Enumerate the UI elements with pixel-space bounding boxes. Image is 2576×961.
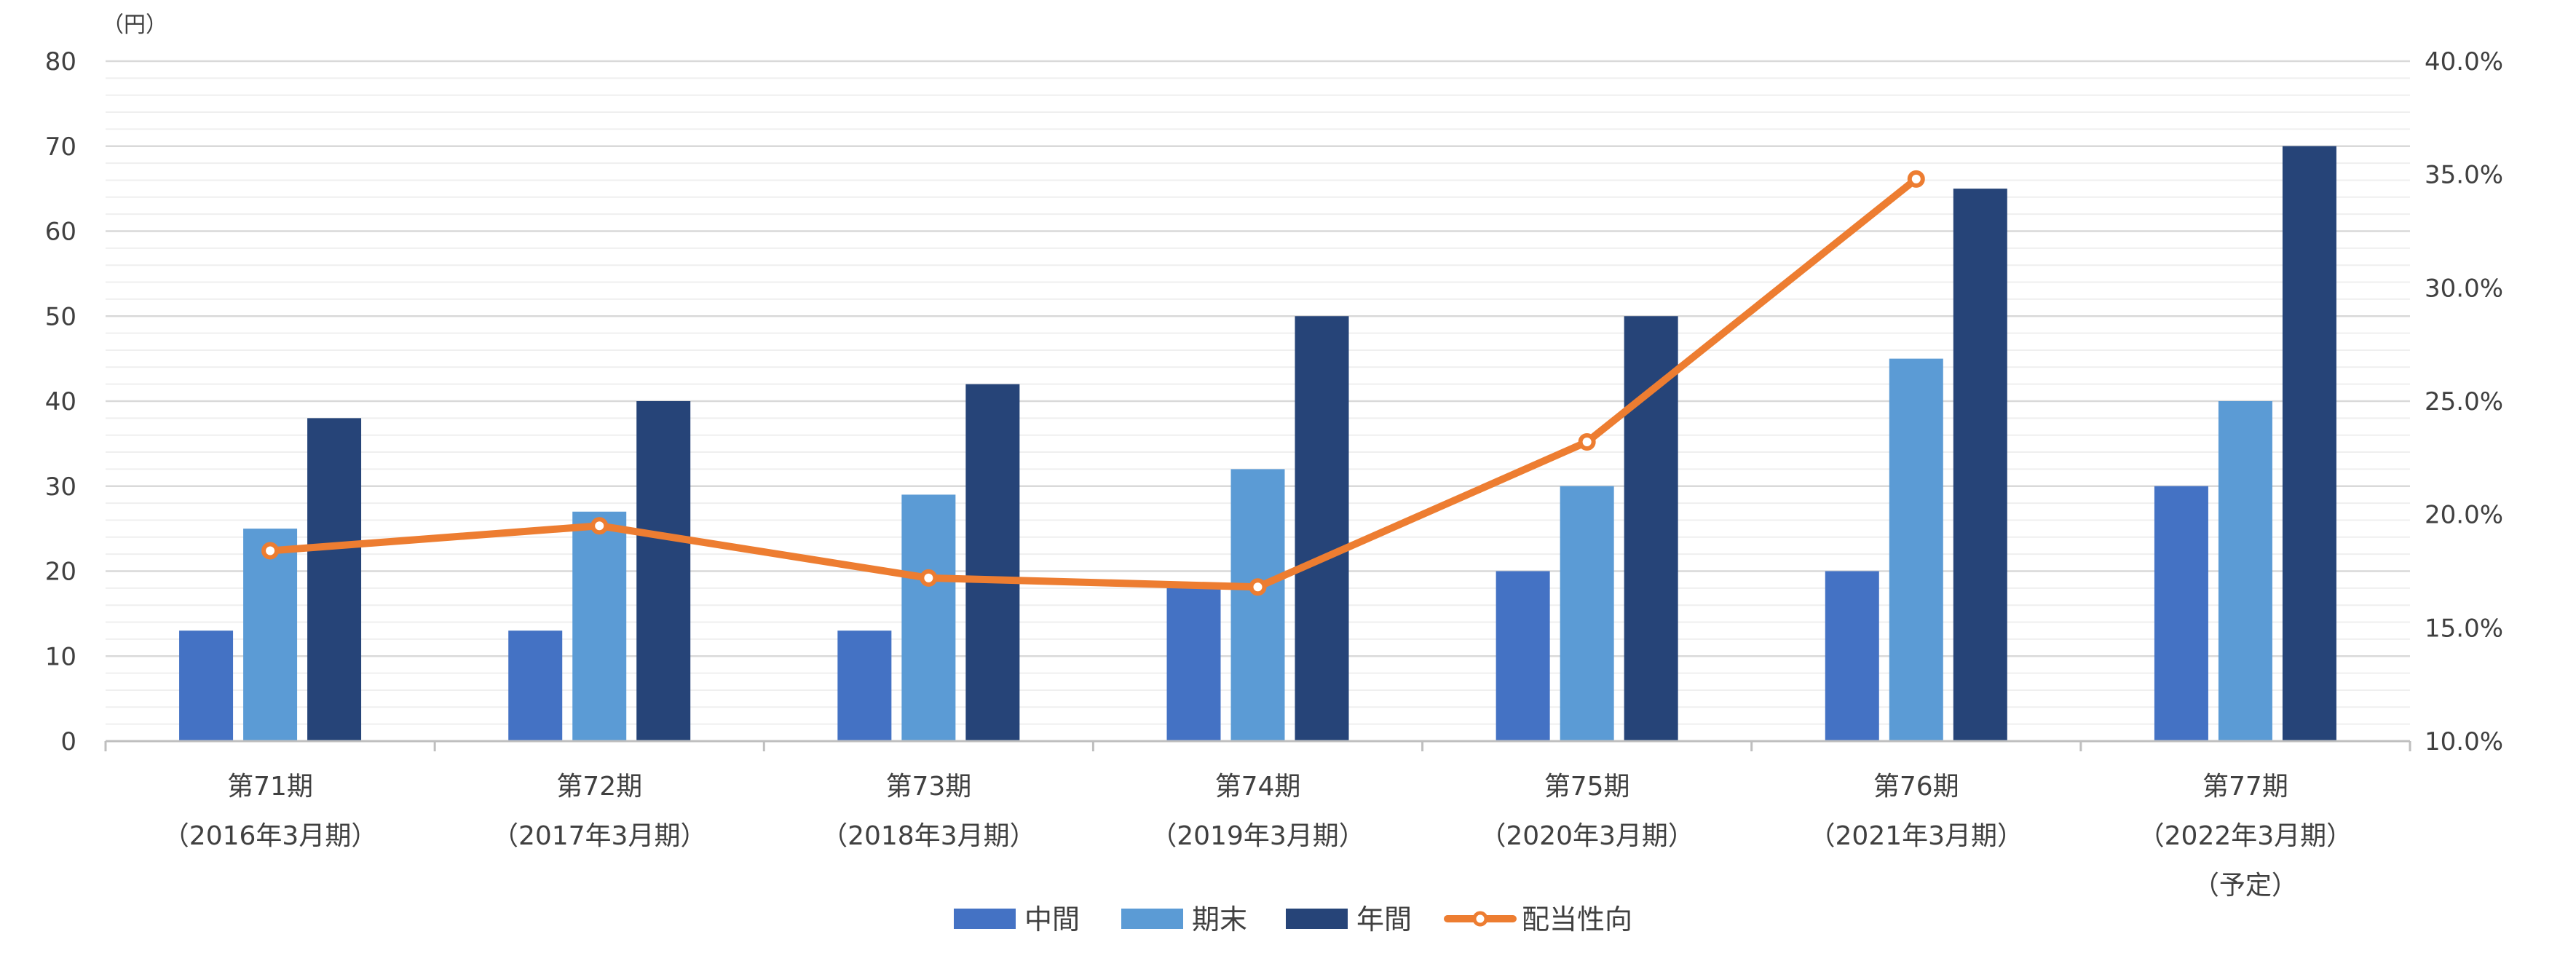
bar-年間-3 xyxy=(1295,316,1349,741)
bar-中間-6 xyxy=(2154,486,2208,741)
y-left-tick-label: 70 xyxy=(45,133,76,162)
bar-年間-0 xyxy=(307,418,362,741)
payout-ratio-line xyxy=(261,170,1925,596)
y-left-tick-label: 40 xyxy=(45,387,76,416)
y-left-tick-label: 20 xyxy=(45,558,76,587)
y-left-tick-label: 10 xyxy=(45,642,76,671)
x-category-label: 第74期 xyxy=(1215,772,1301,802)
line-point-0 xyxy=(261,542,280,560)
bar-中間-3 xyxy=(1166,588,1221,741)
x-category-label: （2016年3月期） xyxy=(163,821,378,851)
line-point-5 xyxy=(1907,170,1925,188)
y-right-tick-label: 35.0% xyxy=(2425,161,2503,190)
x-category-label: （2021年3月期） xyxy=(1809,821,2024,851)
y-right-tick-label: 30.0% xyxy=(2425,274,2503,303)
y-left-tick-label: 0 xyxy=(60,727,76,756)
bar-期末-6 xyxy=(2218,401,2272,741)
line-point-1 xyxy=(590,517,609,535)
bar-年間-2 xyxy=(965,384,1020,741)
bar-期末-4 xyxy=(1560,486,1614,741)
legend-label-中間: 中間 xyxy=(1024,903,1080,936)
bar-中間-2 xyxy=(837,630,892,741)
y-right-tick-label: 10.0% xyxy=(2425,727,2503,756)
legend: 中間 期末 年間 配当性向 xyxy=(954,903,1632,936)
x-category-label: 第72期 xyxy=(556,772,642,802)
line-point-3 xyxy=(1249,578,1267,596)
bar-期末-3 xyxy=(1230,469,1285,741)
x-category-label: （予定） xyxy=(2193,871,2298,901)
bar-中間-5 xyxy=(1825,571,1879,741)
bar-年間-5 xyxy=(1953,189,2007,741)
x-category-label: 第77期 xyxy=(2202,772,2288,802)
legend-swatch-期末 xyxy=(1121,909,1183,929)
bar-年間-6 xyxy=(2282,146,2336,741)
bar-期末-5 xyxy=(1889,358,1943,741)
axes xyxy=(104,740,2411,751)
bar-中間-4 xyxy=(1496,571,1550,741)
x-category-label: （2020年3月期） xyxy=(1479,821,1694,851)
y-left-tick-label: 50 xyxy=(45,302,76,331)
bar-期末-1 xyxy=(572,511,627,741)
y-right-tick-label: 20.0% xyxy=(2425,501,2503,530)
legend-label-配当性向: 配当性向 xyxy=(1522,903,1632,936)
bar-中間-0 xyxy=(179,630,234,741)
y-left-tick-label: 30 xyxy=(45,472,76,502)
x-category-label: （2017年3月期） xyxy=(492,821,707,851)
y-right-tick-label: 15.0% xyxy=(2425,614,2503,643)
y-left-tick-label: 60 xyxy=(45,218,76,247)
axis-labels: 0 10 20 30 40 50 60 70 80 10.0% 15.0% 20.0% 25.0% 30.… xyxy=(45,12,2503,901)
legend-swatch-中間 xyxy=(954,909,1016,929)
legend-line-marker xyxy=(1472,911,1488,927)
x-category-label: 第75期 xyxy=(1544,772,1630,802)
bar-series xyxy=(179,146,2336,741)
x-category-label: （2022年3月期） xyxy=(2138,821,2353,851)
x-category-label: （2018年3月期） xyxy=(821,821,1036,851)
y-right-tick-label: 25.0% xyxy=(2425,387,2503,416)
y-right-tick-label: 40.0% xyxy=(2425,47,2503,76)
line-配当性向 xyxy=(266,175,1920,591)
x-category-label: 第76期 xyxy=(1873,772,1959,802)
bar-中間-1 xyxy=(508,630,563,741)
line-point-4 xyxy=(1578,433,1596,451)
legend-label-年間: 年間 xyxy=(1356,903,1412,936)
line-point-2 xyxy=(920,569,938,587)
bar-期末-2 xyxy=(901,494,956,741)
y-left-tick-label: 80 xyxy=(45,47,76,76)
x-category-label: （2019年3月期） xyxy=(1150,821,1365,851)
y-unit-label: （円） xyxy=(102,12,167,38)
x-category-label: 第71期 xyxy=(227,772,313,802)
x-category-label: 第73期 xyxy=(885,772,971,802)
legend-swatch-年間 xyxy=(1286,909,1348,929)
legend-label-期末: 期末 xyxy=(1192,903,1247,936)
bar-期末-0 xyxy=(243,529,298,741)
bar-年間-1 xyxy=(636,401,691,741)
